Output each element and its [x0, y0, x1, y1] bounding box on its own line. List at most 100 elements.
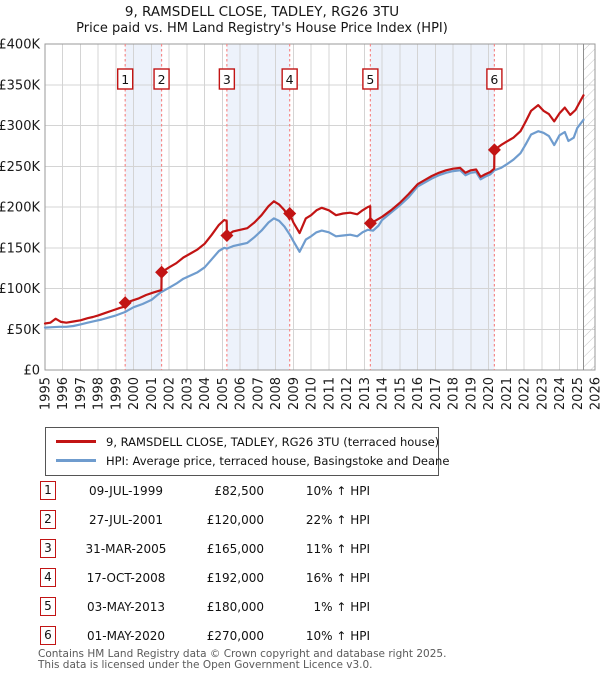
sale-number-badge: 1	[40, 481, 56, 500]
chart-subtitle: Price paid vs. HM Land Registry's House …	[76, 21, 448, 36]
footer-line-2: This data is licensed under the Open Gov…	[38, 659, 373, 671]
legend-item: HPI: Average price, terraced house, Basi…	[54, 451, 449, 470]
sale-hpi-diff: 10% ↑ HPI	[305, 483, 370, 498]
legend-label: HPI: Average price, terraced house, Basi…	[106, 453, 450, 468]
x-axis-label: 1997	[74, 377, 89, 410]
x-axis-label: 2003	[180, 377, 195, 410]
x-axis-label: 2007	[251, 377, 266, 410]
sale-price: £180,000	[206, 599, 264, 614]
sale-number-badge: 5	[40, 597, 56, 616]
x-axis-label: 1999	[109, 377, 124, 410]
x-axis-label: 1998	[92, 377, 107, 410]
x-axis-label: 2021	[500, 377, 515, 410]
x-axis-label: 2014	[376, 377, 391, 410]
sale-hpi-diff: 22% ↑ HPI	[305, 512, 370, 527]
sale-price: £165,000	[206, 541, 264, 556]
x-axis-label: 2015	[393, 377, 408, 410]
sale-number-badge: 4	[40, 568, 56, 587]
sale-marker-label-6: 6	[486, 68, 503, 90]
y-axis-label: £300K	[0, 119, 40, 134]
sales-table: 1 09-JUL-1999 £82,500 10% ↑ HPI 2 27-JUL-2001…	[40, 476, 370, 650]
sale-hpi-diff: 10% ↑ HPI	[305, 628, 370, 643]
table-row: 4 17-OCT-2008 £192,000 16% ↑ HPI	[40, 563, 370, 592]
sale-hpi-diff: 11% ↑ HPI	[305, 541, 370, 556]
x-axis-label: 2012	[340, 377, 355, 410]
sale-point-5	[363, 216, 377, 230]
y-axis-label: £350K	[0, 78, 40, 93]
x-axis-label: 2022	[518, 377, 533, 410]
x-axis-label: 1995	[39, 377, 54, 410]
sale-marker-label-4: 4	[281, 68, 298, 90]
footer-line-1: Contains HM Land Registry data © Crown c…	[38, 648, 447, 660]
x-axis-label: 2025	[571, 377, 586, 410]
x-axis-label: 2005	[216, 377, 231, 410]
svg-text:1: 1	[121, 72, 129, 87]
x-axis-label: 2004	[198, 377, 213, 410]
legend-label: 9, RAMSDELL CLOSE, TADLEY, RG26 3TU (ter…	[106, 434, 440, 449]
x-axis-label: 2026	[589, 377, 600, 410]
y-axis-label: £250K	[0, 160, 40, 175]
x-axis-label: 2024	[553, 377, 568, 410]
table-row: 5 03-MAY-2013 £180,000 1% ↑ HPI	[40, 592, 370, 621]
x-axis-label: 2023	[535, 377, 550, 410]
sale-price: £82,500	[214, 483, 264, 498]
x-axis-label: 2011	[322, 377, 337, 410]
sale-price: £120,000	[206, 512, 264, 527]
sale-date: 09-JUL-1999	[89, 483, 163, 498]
table-row: 1 09-JUL-1999 £82,500 10% ↑ HPI	[40, 476, 370, 505]
sale-point-4	[283, 206, 297, 221]
x-axis-label: 2000	[127, 377, 142, 410]
y-axis-label: £400K	[0, 38, 40, 53]
x-axis-label: 2006	[234, 377, 249, 410]
chart-title: 9, RAMSDELL CLOSE, TADLEY, RG26 3TU	[124, 4, 400, 20]
sale-point-2	[155, 265, 169, 279]
x-axis-label: 2019	[464, 377, 479, 410]
legend-item: 9, RAMSDELL CLOSE, TADLEY, RG26 3TU (ter…	[54, 432, 439, 451]
x-axis-label: 2008	[269, 377, 284, 410]
x-axis-label: 2017	[429, 377, 444, 410]
table-row: 6 01-MAY-2020 £270,000 10% ↑ HPI	[40, 621, 370, 650]
sale-number-badge: 3	[40, 539, 56, 558]
sale-marker-label-5: 5	[362, 68, 379, 90]
x-axis-label: 2020	[482, 377, 497, 410]
sale-marker-label-1: 1	[116, 68, 134, 90]
sale-hpi-diff: 16% ↑ HPI	[305, 570, 370, 585]
x-axis-label: 2016	[411, 377, 426, 410]
sale-price: £192,000	[206, 570, 264, 585]
y-axis-label: £0	[23, 364, 40, 379]
sale-point-1	[118, 296, 132, 310]
sale-point-3	[220, 228, 234, 243]
x-axis-label: 1996	[56, 377, 71, 410]
svg-text:3: 3	[223, 72, 231, 87]
sale-date: 03-MAY-2013	[86, 599, 165, 614]
x-axis-label: 2010	[305, 377, 320, 410]
y-axis-label: £100K	[0, 282, 40, 297]
sale-number-badge: 6	[40, 626, 56, 645]
sale-date: 27-JUL-2001	[89, 512, 163, 527]
sale-point-6	[487, 143, 501, 157]
x-axis-label: 2009	[287, 377, 302, 410]
sale-price: £270,000	[206, 628, 264, 643]
sale-marker-label-2: 2	[153, 68, 170, 90]
x-axis-label: 2001	[145, 377, 160, 410]
chart-legend: 9, RAMSDELL CLOSE, TADLEY, RG26 3TU (ter…	[45, 427, 449, 476]
sale-marker-label-3: 3	[218, 68, 236, 90]
table-row: 3 31-MAR-2005 £165,000 11% ↑ HPI	[40, 534, 370, 563]
sale-date: 31-MAR-2005	[85, 541, 167, 556]
svg-text:6: 6	[490, 72, 498, 87]
license-footer: Contains HM Land Registry data © Crown c…	[38, 649, 446, 671]
svg-text:4: 4	[286, 72, 294, 87]
legend-line-sample	[56, 440, 96, 443]
plot-border	[44, 43, 596, 371]
sale-hpi-diff: 1% ↑ HPI	[313, 599, 370, 614]
y-axis-label: £50K	[7, 323, 41, 338]
sale-date: 17-OCT-2008	[86, 570, 166, 585]
y-axis-label: £150K	[0, 241, 40, 256]
svg-text:5: 5	[366, 72, 374, 87]
x-axis-label: 2013	[358, 377, 373, 410]
sale-date: 01-MAY-2020	[86, 628, 165, 643]
price-history-chart: 1 2 3 4 5 6 £0 £50K £100K £150K £200K £250K £300K £35…	[0, 38, 600, 411]
sale-number-badge: 2	[40, 510, 56, 529]
table-row: 2 27-JUL-2001 £120,000 22% ↑ HPI	[40, 505, 370, 534]
hpi-line	[43, 118, 585, 329]
